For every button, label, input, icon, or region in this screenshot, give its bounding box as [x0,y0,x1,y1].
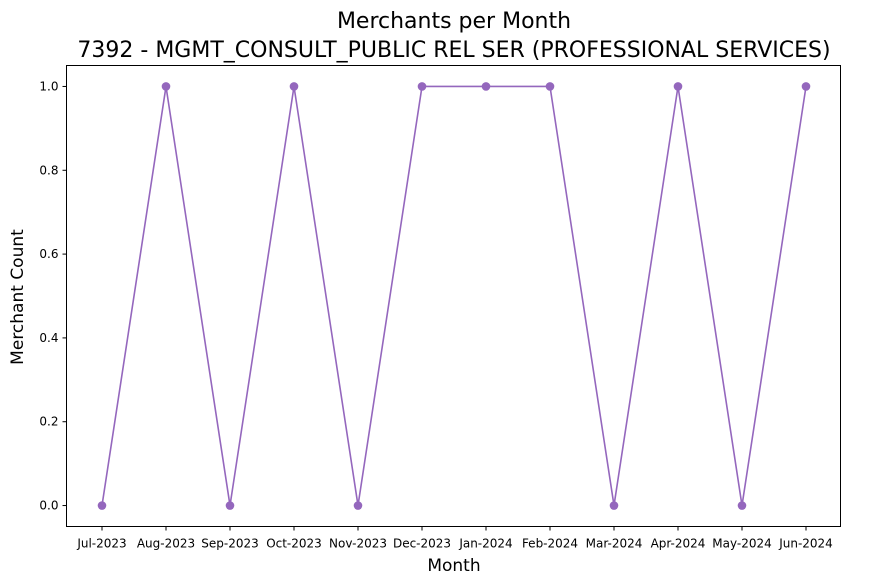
y-axis-ticks: 0.0 0.2 0.4 0.6 0.8 1.0 [39,79,67,513]
y-tick-label: 0.6 [39,247,58,261]
plot-area-frame [66,65,841,527]
chart-title: Merchants per Month [337,9,571,34]
data-point [801,82,811,91]
x-tick-label: Jan-2024 [458,537,512,551]
data-point [97,501,107,510]
x-tick-label: Apr-2024 [651,537,706,551]
x-tick-label: Dec-2023 [393,537,451,551]
y-tick-label: 1.0 [39,79,58,93]
x-tick-label: Aug-2023 [137,537,195,551]
x-tick-label: Nov-2023 [329,537,387,551]
x-tick-label: Jun-2024 [778,537,833,551]
data-point [609,501,619,510]
y-tick-label: 0.4 [39,331,58,345]
data-point [289,82,299,91]
y-tick-label: 0.2 [39,415,58,429]
chart-subtitle: 7392 - MGMT_CONSULT_PUBLIC REL SER (PROF… [77,38,830,63]
data-point [225,501,235,510]
x-tick-label: Mar-2024 [586,537,643,551]
data-point [417,82,427,91]
data-point [481,82,491,91]
data-point [353,501,363,510]
series-group [97,82,811,510]
y-tick-label: 0.8 [39,163,58,177]
data-point [673,82,683,91]
x-tick-label: Oct-2023 [266,537,322,551]
series-line [101,85,807,507]
data-point [161,82,171,91]
y-tick-label: 0.0 [39,499,58,513]
data-point [737,501,747,510]
x-tick-label: May-2024 [712,537,771,551]
x-axis-label: Month [427,556,480,576]
y-axis-label: Merchant Count [8,229,28,365]
x-tick-label: Jul-2023 [76,537,126,551]
x-axis-ticks: Jul-2023 Aug-2023 Sep-2023 Oct-2023 Nov-2023… [76,526,833,551]
x-tick-label: Sep-2023 [201,537,259,551]
x-tick-label: Feb-2024 [522,537,578,551]
data-point [545,82,555,91]
